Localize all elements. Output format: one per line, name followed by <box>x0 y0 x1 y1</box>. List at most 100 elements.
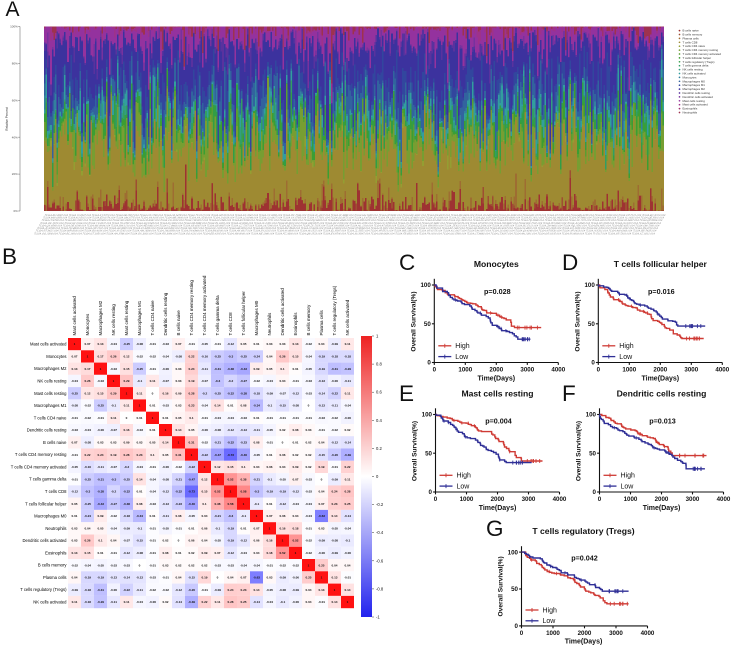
svg-text:0.06: 0.06 <box>279 514 285 518</box>
svg-text:TCGA.RT.3422.01A TCGA.WH.8190: TCGA.RT.3422.01A TCGA.WH.8190.01A TCGA.B… <box>34 229 657 233</box>
svg-text:-0.01: -0.01 <box>149 342 156 346</box>
svg-text:Low: Low <box>619 354 633 361</box>
svg-text:-0.05: -0.05 <box>71 465 78 469</box>
svg-text:-0.03: -0.03 <box>149 502 156 506</box>
svg-text:0.07: 0.07 <box>71 355 77 359</box>
svg-text:1: 1 <box>282 539 284 543</box>
svg-text:0.4: 0.4 <box>376 418 382 423</box>
svg-text:-0.06: -0.06 <box>110 588 117 592</box>
svg-text:-0.01: -0.01 <box>188 342 195 346</box>
svg-text:NK cells activated: NK cells activated <box>345 299 350 335</box>
svg-text:-0.02: -0.02 <box>331 428 338 432</box>
svg-text:T cells CD4 memory resting: T cells CD4 memory resting <box>15 452 67 457</box>
svg-text:-0.22: -0.22 <box>123 588 130 592</box>
svg-text:p=0.016: p=0.016 <box>648 287 675 296</box>
svg-text:1: 1 <box>191 453 193 457</box>
svg-text:0: 0 <box>593 489 597 496</box>
svg-text:0.01: 0.01 <box>266 502 272 506</box>
svg-text:-0.19: -0.19 <box>227 526 234 530</box>
svg-text:-0.04: -0.04 <box>149 490 156 494</box>
svg-text:-0.11: -0.11 <box>331 404 338 408</box>
svg-text:0.14: 0.14 <box>331 600 337 604</box>
svg-text:-0.01: -0.01 <box>201 416 208 420</box>
svg-text:-0.1: -0.1 <box>215 526 221 530</box>
svg-text:0.14: 0.14 <box>175 428 181 432</box>
svg-text:-0.09: -0.09 <box>214 588 221 592</box>
svg-text:-0.03: -0.03 <box>162 404 169 408</box>
svg-text:-0.01: -0.01 <box>318 428 325 432</box>
svg-text:-0.02: -0.02 <box>279 563 286 567</box>
svg-text:-0.24: -0.24 <box>84 514 91 518</box>
svg-text:0.03: 0.03 <box>266 342 272 346</box>
svg-text:0.03: 0.03 <box>266 576 272 580</box>
svg-text:0.28: 0.28 <box>227 600 233 604</box>
svg-text:-0.09: -0.09 <box>123 526 130 530</box>
svg-text:0.12: 0.12 <box>201 477 207 481</box>
svg-text:-0.63: -0.63 <box>253 576 260 580</box>
svg-text:-0.07: -0.07 <box>279 391 286 395</box>
svg-text:-0.14: -0.14 <box>253 600 260 604</box>
svg-text:0.06: 0.06 <box>201 526 207 530</box>
svg-text:-0.06: -0.06 <box>292 576 299 580</box>
svg-text:Macrophages M1: Macrophages M1 <box>683 83 706 87</box>
svg-text:-0.07: -0.07 <box>162 379 169 383</box>
svg-text:-0.12: -0.12 <box>162 490 169 494</box>
svg-text:Neutrophils: Neutrophils <box>267 312 272 336</box>
svg-text:20%: 20% <box>12 172 18 176</box>
svg-text:-0.2: -0.2 <box>202 391 208 395</box>
svg-text:-0.01: -0.01 <box>292 416 299 420</box>
svg-text:Macrophages M2: Macrophages M2 <box>98 300 103 335</box>
svg-text:0.16: 0.16 <box>123 428 129 432</box>
svg-text:-0.09: -0.09 <box>318 539 325 543</box>
svg-text:-0.25: -0.25 <box>240 355 247 359</box>
svg-text:-0.25: -0.25 <box>84 477 91 481</box>
svg-text:High: High <box>455 343 470 350</box>
svg-text:-0.08: -0.08 <box>175 355 182 359</box>
svg-text:T cells regulatory (Tregs): T cells regulatory (Tregs) <box>332 285 337 335</box>
svg-text:0.01: 0.01 <box>71 514 77 518</box>
svg-text:4000: 4000 <box>553 496 567 503</box>
svg-text:0.17: 0.17 <box>97 355 103 359</box>
svg-text:4000: 4000 <box>717 496 731 503</box>
svg-text:0.03: 0.03 <box>279 342 285 346</box>
svg-text:-0.03: -0.03 <box>240 416 247 420</box>
svg-text:-0.01: -0.01 <box>318 600 325 604</box>
svg-text:0.15: 0.15 <box>84 551 90 555</box>
svg-text:-0.1: -0.1 <box>267 477 273 481</box>
svg-text:0.08: 0.08 <box>253 441 259 445</box>
svg-text:T cells follicular helper: T cells follicular helper <box>614 259 708 269</box>
svg-text:-0.14: -0.14 <box>344 441 351 445</box>
svg-text:T cells CD4 memory resting: T cells CD4 memory resting <box>683 48 719 52</box>
svg-text:-0.19: -0.19 <box>279 490 286 494</box>
svg-text:-0.3: -0.3 <box>111 477 117 481</box>
svg-text:-0.38: -0.38 <box>227 367 234 371</box>
svg-text:50: 50 <box>588 321 595 328</box>
svg-text:0.1: 0.1 <box>280 367 285 371</box>
svg-text:0.06: 0.06 <box>279 453 285 457</box>
svg-text:0: 0 <box>139 563 141 567</box>
svg-text:Monocytes: Monocytes <box>683 75 698 79</box>
svg-text:0.09: 0.09 <box>123 441 129 445</box>
svg-text:0.19: 0.19 <box>110 453 116 457</box>
svg-text:-0.29: -0.29 <box>97 600 104 604</box>
svg-text:-0.08: -0.08 <box>84 441 91 445</box>
svg-text:-0.3: -0.3 <box>215 379 221 383</box>
svg-text:1: 1 <box>230 490 232 494</box>
svg-text:-0.27: -0.27 <box>110 502 117 506</box>
svg-text:-0.18: -0.18 <box>253 391 260 395</box>
svg-text:0.02: 0.02 <box>292 453 298 457</box>
svg-text:-0.63: -0.63 <box>318 514 325 518</box>
svg-text:4000: 4000 <box>551 367 565 374</box>
svg-text:0.07: 0.07 <box>253 526 259 530</box>
svg-text:0.26: 0.26 <box>84 539 90 543</box>
svg-text:0.02: 0.02 <box>344 428 350 432</box>
svg-text:0.06: 0.06 <box>253 539 259 543</box>
svg-text:-0.23: -0.23 <box>175 502 182 506</box>
svg-text:Dendritic cells resting: Dendritic cells resting <box>617 388 707 398</box>
svg-text:-0.03: -0.03 <box>110 367 117 371</box>
svg-text:0.01: 0.01 <box>149 404 155 408</box>
svg-text:0.08: 0.08 <box>162 551 168 555</box>
svg-text:-0.02: -0.02 <box>305 342 312 346</box>
svg-text:Eosinophils: Eosinophils <box>45 550 66 555</box>
svg-text:Dendritic cells activated: Dendritic cells activated <box>683 95 714 99</box>
